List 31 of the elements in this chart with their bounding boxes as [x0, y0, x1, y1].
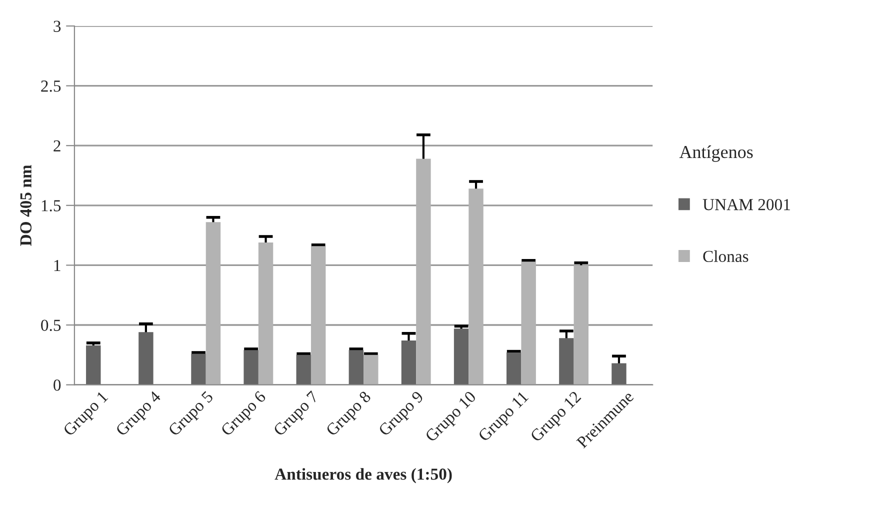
bar — [521, 262, 536, 385]
y-tick-label: 3 — [54, 20, 61, 32]
bar — [468, 188, 484, 385]
y-tick-label: 0.5 — [41, 320, 61, 332]
y-tick-label: 2 — [54, 140, 60, 152]
bar — [138, 332, 154, 385]
bar — [258, 242, 274, 385]
bar — [612, 363, 626, 385]
bar — [574, 265, 588, 385]
legend-title: Antígenos — [679, 145, 753, 162]
bar — [296, 354, 311, 385]
bar — [191, 354, 206, 385]
y-tick-label: 0 — [54, 380, 61, 391]
legend-label: Clonas — [703, 250, 748, 262]
y-tick-label: 1.5 — [42, 200, 61, 212]
bar — [206, 222, 221, 385]
y-tick-label: 2.5 — [41, 80, 61, 92]
bar — [416, 158, 431, 385]
bar — [310, 246, 326, 385]
bar — [401, 340, 416, 385]
y-axis-title: DO 405 nm — [20, 164, 32, 246]
x-axis-title: Antisueros de aves (1:50) — [274, 468, 452, 484]
bar — [348, 350, 364, 385]
y-tick-label: 1 — [54, 260, 60, 271]
bar — [559, 338, 574, 385]
legend-label: UNAM 2001 — [702, 198, 790, 210]
bar — [454, 328, 469, 385]
bar — [364, 354, 378, 385]
bar — [244, 350, 258, 385]
bar — [86, 345, 101, 385]
bar — [506, 352, 522, 385]
